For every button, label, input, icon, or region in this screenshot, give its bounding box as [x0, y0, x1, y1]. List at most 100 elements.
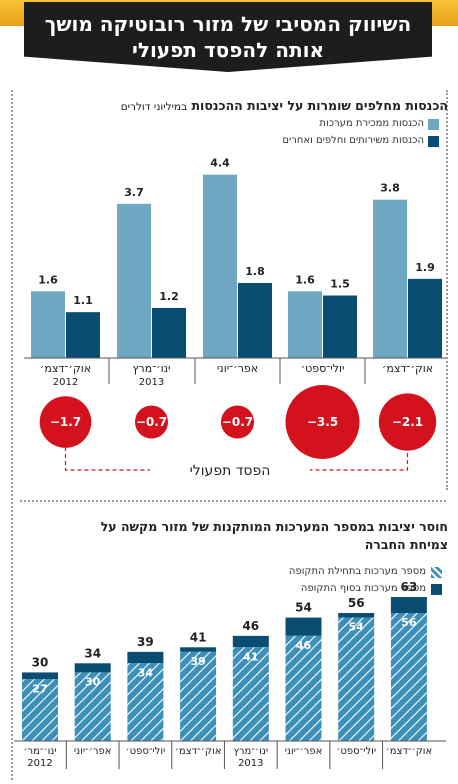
systems-start-value-label: 41 [243, 650, 258, 663]
legend1-label-services: הכנסות משירותים וחלפים ואחרים [282, 135, 424, 146]
systems-start-value-label: 34 [138, 666, 154, 679]
legend1-swatch-systems [428, 119, 439, 130]
systems-bar-end-increment [74, 663, 111, 673]
systems-end-value-label: 63 [401, 580, 418, 594]
systems-category-label: ינו׳־מר׳ [23, 746, 56, 757]
revenue-value-label-services: 1.1 [73, 294, 93, 307]
systems-start-value-label: 27 [32, 682, 47, 695]
headline-line-2: אותה להפסד תפעולי [131, 38, 325, 62]
systems-end-value-label: 46 [242, 619, 259, 633]
revenue-category-label: אוק׳־דצמ׳ [40, 362, 91, 375]
operating-loss-value-label: −1.7 [50, 415, 81, 429]
operating-loss-circle [134, 405, 169, 439]
legend2-label-end: מספר מערכות בסוף התקופה [300, 583, 426, 594]
revenue-bar-systems [31, 291, 65, 358]
revenue-value-label-services: 1.2 [159, 290, 179, 303]
operating-loss-value-label: −0.7 [136, 415, 167, 429]
systems-end-value-label: 54 [295, 601, 312, 615]
systems-bar-start [390, 613, 427, 741]
operating-loss-value-label: −0.7 [222, 415, 253, 429]
revenue-value-label-systems: 1.6 [295, 273, 315, 286]
revenue-bar-systems [288, 291, 322, 358]
revenue-value-label-systems: 3.8 [380, 182, 400, 195]
headline-banner: השיווק המסיבי של מזור רובוטיקה מושך אותה… [24, 2, 432, 72]
revenue-value-label-services: 1.8 [245, 265, 265, 278]
revenue-bar-systems [373, 199, 407, 358]
systems-start-value-label: 30 [85, 675, 101, 688]
headline-line-1: השיווק המסיבי של מזור רובוטיקה מושך [44, 12, 412, 36]
legend1-swatch-services [428, 136, 439, 147]
systems-bar-start [127, 663, 164, 741]
operating-loss-circle [378, 393, 437, 451]
systems-category-label: אפר׳־יוני [285, 746, 323, 757]
systems-bar-end-increment [22, 672, 58, 680]
right-dotted-border [446, 90, 448, 490]
systems-bar-end-increment [127, 651, 164, 664]
revenue-bar-systems [203, 174, 237, 358]
chart2-title-line1: חוסר יציבות במספר המערכות המותקנות של מז… [100, 519, 448, 534]
systems-category-label: ינו׳־מרץ [234, 746, 269, 757]
revenue-year-label: 2013 [139, 377, 164, 388]
systems-bar-start [232, 647, 269, 741]
revenue-category-label: אוק׳־דצמ׳ [382, 362, 433, 375]
revenue-bar-systems [117, 203, 151, 358]
revenue-bar-services [66, 312, 100, 358]
revenue-chart: 1.6 1.1 אוק׳־דצמ׳ 2012 3.7 1.2 ינו׳־מרץ 2013 4.4… [24, 157, 446, 471]
systems-end-value-label: 41 [190, 630, 207, 644]
systems-category-label: יולי־ספט׳ [125, 746, 165, 757]
systems-start-value-label: 56 [401, 616, 417, 629]
systems-bar-start [180, 651, 217, 741]
systems-bar-start [22, 679, 58, 741]
revenue-value-label-services: 1.5 [330, 278, 350, 291]
systems-end-value-label: 56 [348, 596, 365, 610]
systems-category-label: יולי־ספט׳ [336, 746, 376, 757]
operating-loss-circle [285, 385, 360, 459]
systems-end-value-label: 30 [32, 655, 49, 669]
revenue-bar-services [408, 278, 442, 358]
systems-bar-start [285, 635, 322, 741]
systems-bar-start [338, 617, 375, 741]
revenue-bar-services [152, 308, 186, 358]
revenue-value-label-systems: 4.4 [210, 157, 230, 170]
systems-start-value-label: 46 [296, 639, 312, 652]
systems-bar-end-increment [285, 617, 322, 636]
systems-end-value-label: 39 [137, 635, 154, 649]
systems-end-value-label: 34 [84, 646, 101, 660]
left-dotted-border [11, 90, 13, 780]
chart1-title-unit: במיליוני דולרים [120, 101, 188, 113]
systems-year-label: 2012 [27, 758, 52, 769]
section-divider [20, 500, 446, 502]
revenue-value-label-systems: 3.7 [124, 186, 144, 199]
legend2-swatch-start [431, 567, 442, 578]
revenue-value-label-systems: 1.6 [38, 273, 58, 286]
operating-loss-value-label: −3.5 [307, 415, 338, 429]
operating-loss-label: הפסד תפעולי [150, 463, 310, 479]
operating-loss-value-label: −2.1 [392, 415, 423, 429]
chart1-title: הכנסות מחלפים שומרות על יציבות ההכנסות ב… [28, 98, 448, 113]
systems-start-value-label: 39 [190, 655, 205, 668]
systems-category-label: אפר׳־יוני [74, 746, 112, 757]
revenue-bar-services [238, 283, 272, 358]
systems-bar-end-increment [232, 635, 269, 648]
systems-bar-end-increment [390, 597, 427, 613]
operating-loss-circle [220, 405, 255, 439]
revenue-category-label: ינו׳־מרץ [132, 362, 170, 375]
revenue-category-label: יולי־ספט׳ [301, 362, 345, 375]
systems-category-label: אוק׳־דצמ׳ [386, 746, 433, 757]
revenue-category-label: אפר׳־יוני [217, 362, 258, 375]
chart1-title-text: הכנסות מחלפים שומרות על יציבות ההכנסות [191, 98, 449, 113]
operating-loss-circle [39, 396, 92, 448]
systems-year-label: 2013 [238, 758, 263, 769]
legend2-swatch-end [431, 584, 442, 595]
legend2-label-start: מספר מערכות בתחילת התקופה [288, 566, 426, 577]
chart2-title-line2: צמיחת החברה [364, 537, 448, 552]
systems-bar-end-increment [338, 613, 375, 618]
systems-bar-start [74, 672, 111, 741]
legend1-label-systems: הכנסות ממכירת מערכות [319, 118, 424, 129]
revenue-year-label: 2012 [53, 377, 78, 388]
systems-start-value-label: 54 [349, 621, 365, 634]
revenue-bar-services [323, 295, 357, 358]
revenue-value-label-services: 1.9 [415, 261, 435, 274]
systems-category-label: אוק׳־דצמ׳ [175, 746, 222, 757]
